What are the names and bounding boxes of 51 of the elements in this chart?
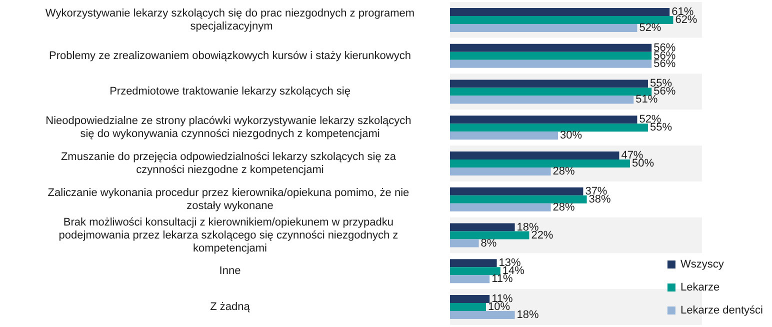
legend-label: Wszyscy: [680, 258, 724, 270]
legend-label: Lekarze dentyści: [680, 304, 764, 316]
y-tick-label: Nieodpowiedzialne ze strony placówki wykorzystywanie lekarzy szkolących się do wykonywania czynności niezgodnych z kompetencjami: [46, 115, 414, 140]
bar: [450, 96, 634, 104]
data-label: 38%: [588, 193, 612, 206]
data-label: 28%: [552, 201, 576, 214]
bar: [450, 116, 638, 124]
bar: [450, 132, 558, 140]
bar: [450, 80, 648, 88]
y-tick-label: Z żadną: [210, 301, 251, 314]
data-label: 8%: [480, 237, 497, 250]
y-tick-label: Brak możliwości konsultacji z kierownikiem/opiekunem w przypadku podejmowania przez lekarza szkolącego się czynności niezgodnych z kompetencjami: [58, 216, 402, 254]
bar: [450, 203, 551, 212]
y-tick-label: Przedmiotowe traktowanie lekarzy szkolących się: [110, 86, 350, 98]
bar: [450, 152, 620, 160]
y-tick-label: Problemy ze zrealizowaniem obowiązkowych kursów i staży kierunkowych: [49, 50, 411, 62]
bar: [450, 239, 479, 248]
bar: [450, 168, 551, 176]
data-label: 28%: [552, 166, 576, 178]
bar: [450, 259, 497, 268]
y-tick-label: Zmuszanie do przejęcia odpowiedzialności lekarzy szkolących się za czynności niezgodne z kompetencjami: [60, 151, 400, 176]
bar: [450, 124, 648, 132]
bar: [450, 231, 530, 240]
bar: [450, 8, 670, 16]
y-tick-label: Inne: [219, 265, 241, 278]
bar: [450, 267, 500, 276]
bar: [450, 303, 486, 312]
bar: [450, 311, 515, 320]
data-label: 56%: [654, 58, 676, 70]
bar: [450, 88, 652, 96]
bar: [450, 44, 652, 52]
legend-label: Lekarze: [680, 282, 720, 294]
y-tick-label: Zaliczanie wykonania procedur przez kierownika/opiekuna pomimo, że nie zostały wykonane: [48, 186, 412, 212]
bar: [450, 295, 490, 304]
bar: [450, 160, 630, 168]
bar: [450, 52, 652, 60]
data-label: 51%: [636, 94, 658, 106]
data-label: 52%: [639, 22, 662, 34]
bar: [450, 195, 587, 204]
bar: [450, 60, 652, 68]
data-label: 22%: [531, 229, 554, 242]
y-tick-label: Wykorzystywanie lekarzy szkolących się do prac niezgodnych z programem specjalizacyjnym: [45, 7, 415, 32]
bar: [450, 275, 490, 284]
data-label: 62%: [675, 14, 698, 26]
data-label: 30%: [560, 130, 582, 142]
bar: [450, 24, 638, 32]
bar: [450, 223, 515, 232]
data-label: 50%: [632, 158, 654, 170]
data-label: 18%: [516, 309, 540, 322]
bar: [450, 187, 584, 196]
bar: [450, 16, 674, 24]
